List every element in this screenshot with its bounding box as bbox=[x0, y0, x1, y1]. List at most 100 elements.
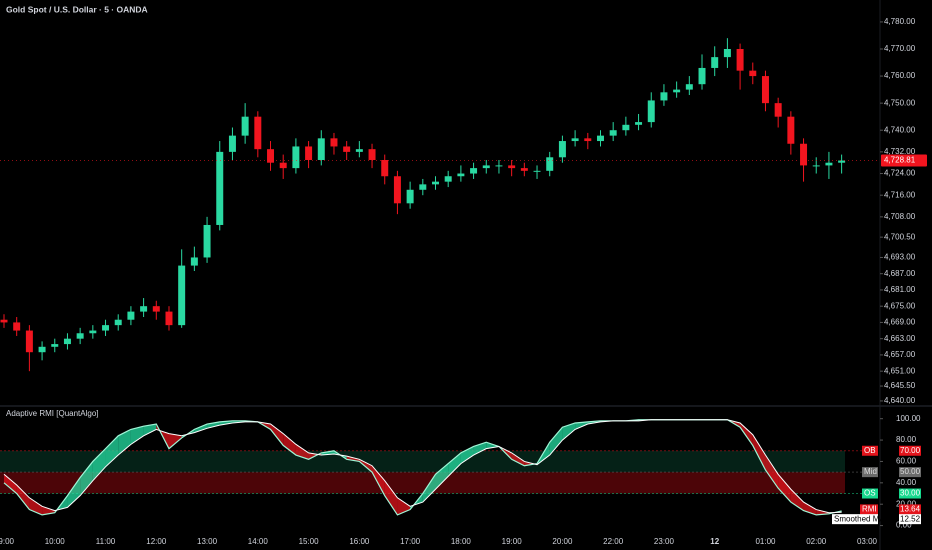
rmi-fill bbox=[67, 477, 81, 508]
x-tick-label: 11:00 bbox=[96, 537, 116, 546]
candle-body bbox=[25, 330, 33, 353]
axis-tag-name: OS bbox=[864, 489, 876, 498]
x-tick-label: 19:00 bbox=[502, 537, 523, 546]
candle-body bbox=[457, 173, 465, 177]
rmi-fill bbox=[765, 455, 779, 489]
rmi-fill bbox=[283, 433, 296, 456]
y-tick-label: 80.00 bbox=[896, 435, 917, 444]
axis-tag bbox=[899, 445, 921, 456]
x-tick-label: 18:00 bbox=[451, 537, 472, 546]
candle-body bbox=[89, 330, 97, 334]
y-tick-label: 4,708.00 bbox=[884, 212, 916, 221]
rmi-fill bbox=[130, 426, 144, 445]
y-tick-label: 100.00 bbox=[896, 414, 921, 423]
candle-body bbox=[292, 146, 300, 169]
candle-body bbox=[432, 181, 439, 185]
candle-body bbox=[381, 159, 389, 177]
axis-tag-name: RMI bbox=[862, 505, 877, 514]
rmi-fill bbox=[194, 424, 208, 433]
axis-tag-value: 70.00 bbox=[900, 446, 921, 455]
candle-body bbox=[723, 49, 731, 58]
candle-body bbox=[508, 165, 516, 169]
last-price-label: 4,728.81 bbox=[884, 156, 916, 165]
candle-body bbox=[622, 124, 630, 131]
axis-tag bbox=[862, 467, 878, 478]
candle-body bbox=[114, 319, 122, 326]
y-tick-label: 4,657.00 bbox=[884, 350, 916, 359]
rmi-fill bbox=[346, 456, 360, 462]
y-tick-label: 4,687.00 bbox=[884, 269, 916, 278]
candle-body bbox=[787, 116, 795, 144]
candle-body bbox=[343, 146, 351, 152]
candle-body bbox=[470, 168, 478, 174]
candle-body bbox=[736, 49, 744, 71]
rmi-fill bbox=[511, 452, 525, 466]
candle-body bbox=[241, 116, 249, 136]
rmi-zone bbox=[0, 472, 845, 494]
y-tick-label: 60.00 bbox=[896, 457, 917, 466]
candle-body bbox=[698, 67, 706, 85]
axis-tag-name: Mid bbox=[864, 467, 877, 476]
y-tick-label: 4,716.00 bbox=[884, 190, 916, 199]
candle-body bbox=[127, 311, 135, 320]
axis-tag bbox=[899, 514, 921, 525]
y-tick-label: 4,675.00 bbox=[884, 301, 916, 310]
rmi-fill bbox=[207, 421, 220, 429]
x-tick-label: 09:00 bbox=[0, 537, 15, 546]
y-tick-label: 4,663.00 bbox=[884, 334, 916, 343]
y-tick-label: 4,732.00 bbox=[884, 147, 916, 156]
candle-body bbox=[254, 116, 262, 150]
candle-body bbox=[609, 130, 617, 136]
candle-body bbox=[355, 149, 363, 152]
x-tick-label: 15:00 bbox=[299, 537, 320, 546]
candle-body bbox=[393, 176, 401, 204]
rmi-fill bbox=[460, 446, 474, 464]
candle-body bbox=[800, 143, 808, 166]
candle-body bbox=[761, 76, 769, 104]
rmi-fill bbox=[118, 429, 131, 456]
candle-body bbox=[330, 138, 338, 147]
candle-body bbox=[558, 141, 566, 158]
candle-body bbox=[711, 57, 719, 68]
rmi-fill bbox=[168, 433, 182, 449]
axis-tag-value: 12.52 bbox=[900, 514, 921, 523]
y-tick-label: 4,740.00 bbox=[884, 125, 916, 134]
candle-body bbox=[495, 165, 503, 167]
x-tick-label: 03:00 bbox=[857, 537, 878, 546]
candle-body bbox=[673, 89, 681, 93]
candle-body bbox=[685, 84, 693, 90]
candle-body bbox=[305, 146, 313, 160]
rmi-fill bbox=[4, 474, 17, 494]
axis-tag-value: 50.00 bbox=[900, 467, 921, 476]
candle-body bbox=[444, 176, 452, 182]
y-tick-label: 0.00 bbox=[896, 521, 912, 530]
candle-body bbox=[203, 224, 211, 258]
candle-body bbox=[51, 344, 59, 347]
candle-body bbox=[165, 311, 173, 326]
candle-body bbox=[812, 165, 820, 167]
x-tick-label: 10:00 bbox=[45, 537, 66, 546]
y-tick-label: 20.00 bbox=[896, 499, 917, 508]
rmi-fill bbox=[422, 474, 436, 503]
axis-tag bbox=[832, 514, 878, 525]
rmi-fill bbox=[435, 463, 449, 490]
axis-tag-value: 30.00 bbox=[900, 489, 921, 498]
x-tick-label: 02:00 bbox=[806, 537, 827, 546]
x-tick-label: 20:00 bbox=[552, 537, 573, 546]
rmi-fill bbox=[80, 461, 93, 496]
y-tick-label: 4,700.50 bbox=[884, 232, 916, 241]
candle-body bbox=[584, 138, 592, 142]
candle-body bbox=[13, 322, 21, 331]
rmi-zone bbox=[0, 450, 845, 473]
y-tick-label: 4,645.50 bbox=[884, 381, 916, 390]
candle-body bbox=[76, 333, 84, 339]
axis-tag-name: OB bbox=[864, 446, 876, 455]
x-tick-label: 12:00 bbox=[146, 537, 167, 546]
rmi-fill bbox=[562, 422, 576, 441]
x-tick-label: 16:00 bbox=[349, 537, 370, 546]
candle-body bbox=[774, 103, 782, 117]
candle-body bbox=[368, 149, 376, 160]
candle-body bbox=[63, 338, 71, 345]
axis-tag bbox=[899, 504, 921, 515]
y-tick-label: 4,724.00 bbox=[884, 169, 916, 178]
